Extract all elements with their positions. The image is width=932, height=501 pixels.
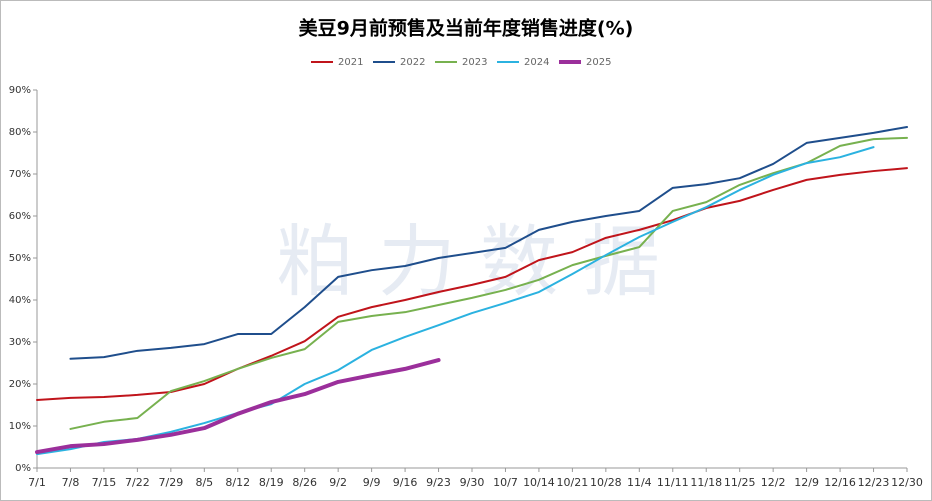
x-tick-label: 10/14 [523,476,555,489]
x-tick-label: 8/5 [195,476,213,489]
y-tick-label: 80% [9,127,31,138]
x-tick-label: 9/2 [329,476,347,489]
x-tick-label: 7/29 [158,476,183,489]
legend-label: 2022 [400,57,425,68]
x-tick-label: 8/26 [292,476,317,489]
watermark: 粕力数据 [276,218,684,308]
x-tick-label: 11/25 [724,476,756,489]
x-tick-label: 9/9 [363,476,381,489]
y-tick-label: 0% [15,463,31,474]
x-tick-label: 12/9 [794,476,819,489]
series-line [69,136,908,430]
y-tick-label: 50% [9,253,31,264]
x-tick-label: 10/21 [557,476,589,489]
x-tick-label: 8/19 [259,476,284,489]
x-tick-label: 9/16 [393,476,418,489]
x-tick-label: 9/23 [426,476,451,489]
x-tick-label: 10/7 [493,476,518,489]
legend-label: 2021 [338,57,363,68]
y-tick-label: 60% [9,211,31,222]
y-tick-label: 30% [9,337,31,348]
y-tick-label: 40% [9,295,31,306]
x-tick-label: 10/28 [590,476,622,489]
series-line [36,146,875,456]
y-tick-label: 70% [9,169,31,180]
y-tick-label: 90% [9,85,31,96]
x-tick-label: 12/2 [761,476,786,489]
x-tick-label: 8/12 [225,476,250,489]
series-line [35,358,441,455]
legend-label: 2023 [462,57,487,68]
x-tick-label: 7/22 [125,476,150,489]
x-tick-label: 11/18 [690,476,722,489]
y-tick-label: 10% [9,421,31,432]
series-line [36,167,908,401]
legend-label: 2024 [524,57,549,68]
x-tick-label: 9/30 [460,476,485,489]
x-tick-label: 12/16 [824,476,856,489]
x-tick-label: 11/11 [657,476,689,489]
x-tick-label: 11/4 [627,476,652,489]
chart-title: 美豆9月前预售及当前年度销售进度(%) [299,17,634,40]
x-tick-label: 7/1 [28,476,46,489]
legend-label: 2025 [586,57,611,68]
x-tick-label: 7/8 [62,476,80,489]
series-line [69,125,908,360]
x-tick-label: 12/30 [891,476,923,489]
x-tick-label: 12/23 [858,476,890,489]
y-tick-label: 20% [9,379,31,390]
x-tick-label: 7/15 [92,476,117,489]
